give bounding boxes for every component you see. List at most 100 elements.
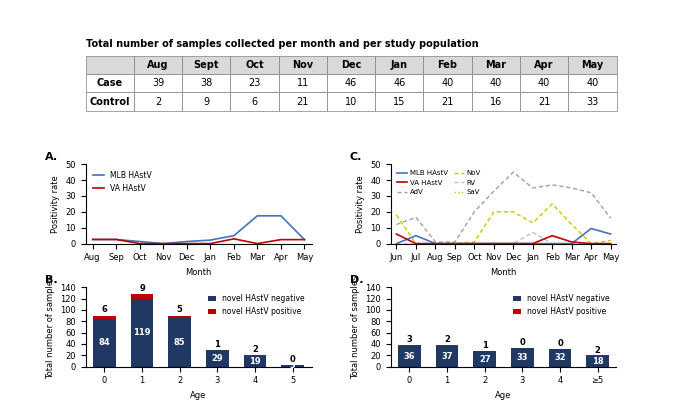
MLB HAstV [432, 241, 440, 246]
VA HAstV [277, 237, 285, 242]
VA HAstV [412, 241, 420, 246]
X-axis label: Age: Age [495, 391, 512, 400]
Bar [93, 316, 116, 319]
VA HAstV [587, 241, 595, 246]
MLB HAstV [253, 213, 262, 218]
VA HAstV [548, 233, 556, 238]
MLB HAstV [393, 241, 401, 246]
Text: 32: 32 [554, 353, 566, 362]
SaV [393, 241, 401, 246]
AdV [470, 209, 478, 214]
Text: 3: 3 [290, 361, 296, 370]
MLB HAstV [112, 237, 121, 242]
Text: D.: D. [350, 275, 364, 285]
RV [568, 241, 576, 246]
AdV [587, 190, 595, 195]
Bar [586, 355, 609, 356]
RV [509, 241, 517, 246]
Text: 0: 0 [290, 355, 296, 364]
Text: C.: C. [350, 152, 362, 162]
X-axis label: Month: Month [490, 268, 516, 277]
Bar [131, 299, 153, 367]
NoV [470, 239, 478, 244]
SaV [470, 241, 478, 246]
MLB HAstV [451, 241, 459, 246]
AdV [529, 185, 537, 190]
Bar [93, 319, 116, 367]
VA HAstV [136, 241, 144, 246]
MLB HAstV [136, 239, 144, 244]
NoV [548, 201, 556, 206]
Line: AdV: AdV [397, 172, 610, 242]
MLB HAstV [229, 233, 238, 238]
VA HAstV [393, 232, 401, 236]
Bar [282, 365, 304, 367]
Bar [398, 344, 421, 346]
Bar [436, 346, 458, 367]
RV [432, 241, 440, 246]
MLB HAstV [509, 241, 517, 246]
MLB HAstV [277, 213, 285, 218]
Line: MLB HAstV: MLB HAstV [92, 216, 304, 243]
VA HAstV [568, 239, 576, 244]
Line: VA HAstV: VA HAstV [397, 234, 610, 243]
SaV [606, 241, 614, 246]
X-axis label: Age: Age [190, 391, 207, 400]
NoV [490, 209, 498, 214]
SaV [529, 241, 537, 246]
Legend: novel HAstV negative, novel HAstV positive: novel HAstV negative, novel HAstV positi… [206, 291, 308, 319]
SaV [412, 241, 420, 246]
RV [451, 241, 459, 246]
SaV [509, 241, 517, 246]
VA HAstV [529, 241, 537, 246]
Line: NoV: NoV [397, 204, 610, 243]
MLB HAstV [88, 237, 97, 242]
SaV [451, 241, 459, 246]
Text: A.: A. [45, 152, 58, 162]
RV [393, 241, 401, 246]
Text: 19: 19 [249, 357, 261, 366]
Bar [244, 356, 266, 367]
NoV [529, 220, 537, 225]
RV [470, 241, 478, 246]
SaV [587, 241, 595, 246]
VA HAstV [490, 241, 498, 246]
Line: MLB HAstV: MLB HAstV [397, 229, 610, 243]
Text: 2: 2 [595, 346, 601, 355]
Y-axis label: Positivity rate: Positivity rate [356, 175, 364, 233]
Text: 5: 5 [177, 305, 183, 314]
NoV [606, 238, 614, 243]
MLB HAstV [606, 232, 614, 236]
Bar [511, 348, 534, 367]
RV [606, 241, 614, 246]
Text: 29: 29 [212, 354, 223, 363]
Text: 6: 6 [101, 305, 108, 314]
Text: 2: 2 [252, 344, 258, 353]
Bar [398, 346, 421, 367]
MLB HAstV [529, 241, 537, 246]
VA HAstV [451, 241, 459, 246]
MLB HAstV [412, 233, 420, 238]
Bar [169, 316, 191, 318]
Text: 0: 0 [519, 338, 525, 347]
VA HAstV [159, 241, 167, 246]
Text: 33: 33 [516, 353, 528, 362]
Text: 27: 27 [479, 354, 490, 363]
VA HAstV [606, 241, 614, 246]
Y-axis label: Total number of samples: Total number of samples [351, 275, 360, 379]
AdV [548, 183, 556, 187]
VA HAstV [229, 236, 238, 241]
Line: RV: RV [397, 232, 610, 243]
AdV [412, 215, 420, 220]
RV [412, 241, 420, 246]
VA HAstV [470, 241, 478, 246]
NoV [393, 213, 401, 218]
Bar [586, 356, 609, 367]
AdV [393, 222, 401, 227]
Text: Total number of samples collected per month and per study population: Total number of samples collected per mo… [86, 39, 478, 49]
Text: 18: 18 [592, 357, 603, 366]
AdV [490, 189, 498, 194]
NoV [412, 241, 420, 246]
Legend: novel HAstV negative, novel HAstV positive: novel HAstV negative, novel HAstV positi… [510, 291, 612, 319]
VA HAstV [112, 237, 121, 242]
